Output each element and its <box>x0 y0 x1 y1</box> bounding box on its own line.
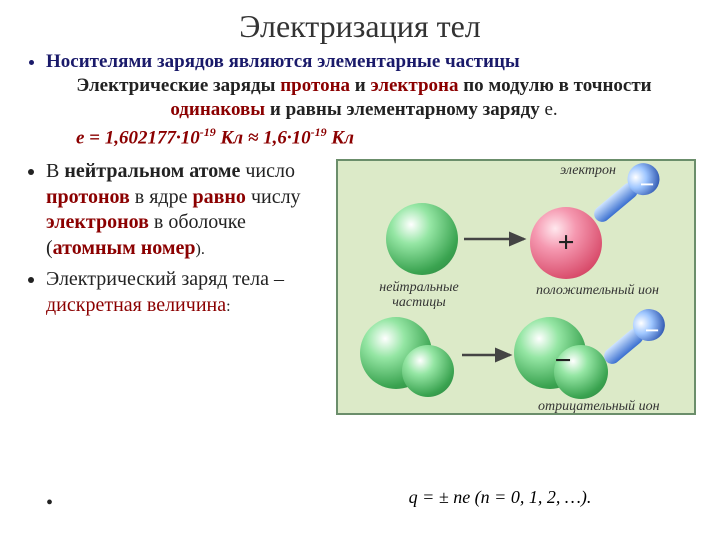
label-negative-ion: отрицательный ион <box>538 399 660 415</box>
lower-row: В нейтральном атоме число протонов в ядр… <box>26 159 702 415</box>
empty-bullet: • <box>46 492 53 515</box>
txt-proton: протона <box>280 75 350 96</box>
label-neutral: нейтральные частицы <box>364 281 474 310</box>
content: Носителями зарядов являются элементарные… <box>0 45 720 415</box>
f-lhs: e = 1,602177·10 <box>76 127 200 148</box>
t-discrete: дискретная величина <box>46 294 226 316</box>
bullet-discrete: Электрический заряд тела – дискретная ве… <box>46 267 332 318</box>
t: число <box>240 160 295 182</box>
minus-sign-ion: − <box>554 344 571 378</box>
f-exp2: -19 <box>311 125 327 139</box>
txt-equal: одинаковы <box>170 99 265 120</box>
f-tail: Кл <box>327 127 354 148</box>
t-equal: равно <box>192 186 245 208</box>
t-atomic-number: атомным номер <box>53 237 196 259</box>
t: : <box>226 298 230 315</box>
ion-diagram: + − − − <box>336 159 696 415</box>
txt: Электрические заряды <box>76 75 280 96</box>
label-electron: электрон <box>560 163 616 179</box>
left-column: В нейтральном атоме число протонов в ядр… <box>26 159 336 415</box>
t: ). <box>195 241 204 258</box>
txt-electron: электрона <box>370 75 458 96</box>
minus-sign-electron-top: − <box>640 170 655 200</box>
txt: и равны элементарному заряду <box>265 99 544 120</box>
bullet-neutral-atom: В нейтральном атоме число протонов в ядр… <box>46 159 332 261</box>
minus-sign-electron-bottom: − <box>645 316 660 346</box>
t-electrons: электронов <box>46 211 149 233</box>
neutral-particle-2b <box>402 345 454 397</box>
label-positive-ion: положительный ион <box>536 283 659 299</box>
txt: по модулю в точности <box>458 75 651 96</box>
page-title: Электризация тел <box>0 0 720 45</box>
charge-quantization-formula: q = ± ne (n = 0, 1, 2, …). <box>380 480 620 514</box>
bullet-carriers: Носителями зарядов являются элементарные… <box>46 51 702 73</box>
txt-e: e. <box>544 99 557 120</box>
f-exp1: -19 <box>200 125 216 139</box>
intro-paragraph: Электрические заряды протона и электрона… <box>26 74 702 123</box>
txt: и <box>350 75 370 96</box>
top-list: Носителями зарядов являются элементарные… <box>26 51 702 73</box>
t-b: нейтральном атоме <box>64 160 240 182</box>
t: Электрический заряд тела – <box>46 268 284 290</box>
t: числу <box>246 186 301 208</box>
elementary-charge-formula: e = 1,602177·10-19 Кл ≈ 1,6·10-19 Кл <box>26 125 702 149</box>
t-protons: протонов <box>46 186 130 208</box>
t: В <box>46 160 64 182</box>
body-list: В нейтральном атоме число протонов в ядр… <box>26 159 332 319</box>
right-column: + − − − <box>336 159 702 415</box>
t: в ядре <box>130 186 193 208</box>
f-mid: Кл ≈ 1,6·10 <box>216 127 311 148</box>
neutral-particle-1 <box>386 203 458 275</box>
plus-sign: + <box>557 226 574 260</box>
